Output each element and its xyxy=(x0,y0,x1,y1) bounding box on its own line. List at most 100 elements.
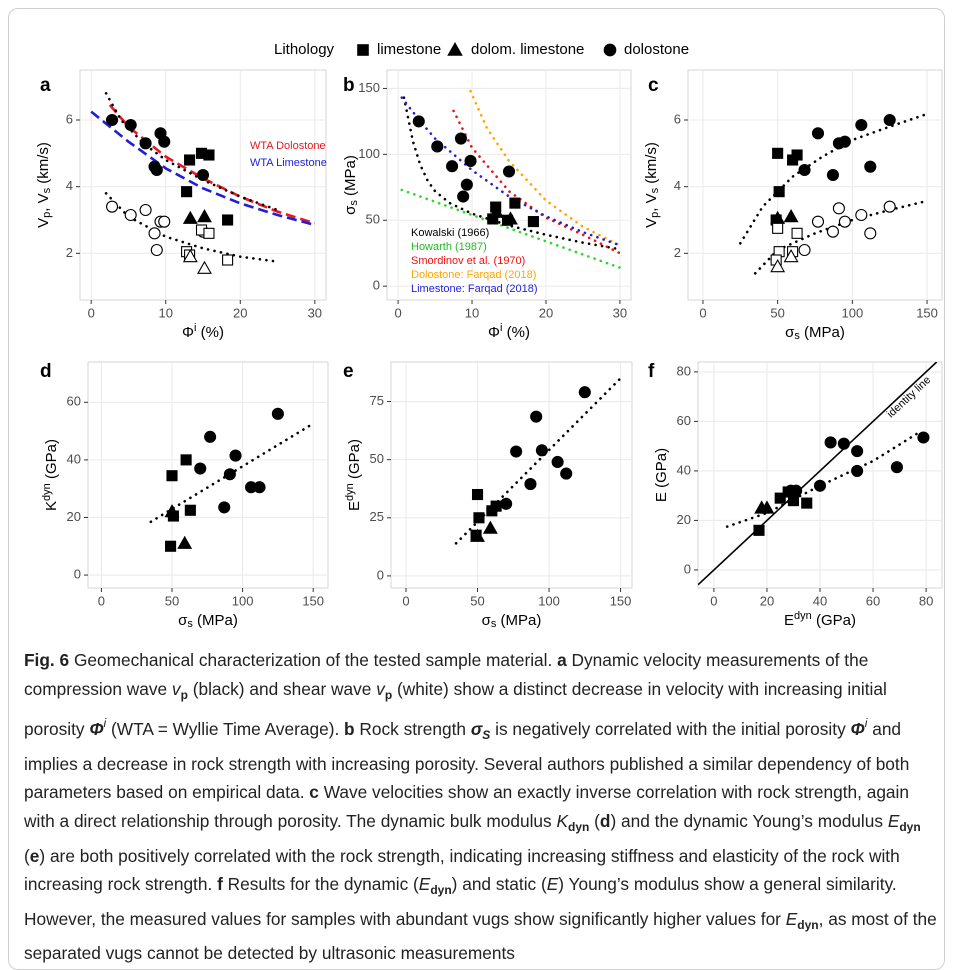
circle-marker xyxy=(139,137,152,150)
y-tick-label: 0 xyxy=(74,566,81,581)
axis-label-part: , V xyxy=(35,193,52,211)
caption-text: ) and the dynamic Young’s modulus xyxy=(610,810,888,831)
panel-letter: a xyxy=(40,75,51,96)
plot-panel xyxy=(87,361,329,589)
square-marker xyxy=(473,512,485,524)
x-tick-label: 20 xyxy=(760,593,774,608)
axis-label-part: i xyxy=(194,322,196,334)
y-tick-label: 40 xyxy=(677,462,691,477)
figure: Lithology limestone dolom. limestone dolos… xyxy=(35,41,943,630)
circle-marker xyxy=(204,430,217,443)
curve xyxy=(469,89,622,247)
triangle-marker xyxy=(177,535,193,549)
caption-text: and implies a decrease in rock strength … xyxy=(24,719,910,803)
y-axis-label: E (GPa) xyxy=(653,448,670,502)
caption-text: dyn xyxy=(899,819,921,834)
axis-label-part: E xyxy=(346,501,363,511)
axis-label-part: σ xyxy=(342,205,359,215)
circle-marker xyxy=(832,202,845,215)
x-tick-label: 0 xyxy=(394,305,401,320)
panel-letter: e xyxy=(343,361,354,382)
caption-text: p xyxy=(384,687,393,702)
circle-marker xyxy=(811,215,825,228)
caption-text: Fig. 6 xyxy=(24,650,70,670)
circle-marker xyxy=(838,215,851,228)
annotation: Dolostone: Farqad (2018) xyxy=(411,269,536,281)
axis-label-part: p xyxy=(41,212,53,218)
axis-label-part: (%) xyxy=(502,324,530,341)
triangle-marker xyxy=(503,211,518,225)
caption-text: S xyxy=(482,728,491,743)
circle-marker xyxy=(502,165,516,178)
x-tick-label: 10 xyxy=(158,305,172,320)
square-marker xyxy=(181,186,193,198)
circle-marker xyxy=(811,127,825,140)
annotation: Limestone: Farqad (2018) xyxy=(411,283,538,295)
axis-label-part: s xyxy=(41,187,53,193)
triangle-marker xyxy=(182,249,198,263)
circle-marker xyxy=(826,225,839,238)
circle-marker xyxy=(431,140,444,153)
x-tick-label: 100 xyxy=(842,305,864,320)
x-tick-label: 100 xyxy=(232,593,254,608)
caption-text: (white) show a distinct decrease in velo… xyxy=(24,678,887,740)
square-marker xyxy=(490,500,502,512)
caption-text: E xyxy=(418,874,431,895)
circle-marker xyxy=(194,462,207,475)
legend-marker xyxy=(447,42,463,56)
axis-label-part: (GPa) xyxy=(812,612,856,629)
circle-marker xyxy=(446,160,459,173)
y-tick-label: 4 xyxy=(674,178,681,193)
circle-marker xyxy=(864,160,877,173)
axis-label-part: E xyxy=(784,612,794,629)
legend-title: Lithology xyxy=(274,41,335,58)
curve xyxy=(452,109,622,255)
circle-marker xyxy=(524,478,537,491)
circle-marker xyxy=(883,200,896,213)
axis-label-part: s xyxy=(649,187,661,193)
x-tick-label: 150 xyxy=(610,593,632,608)
caption-text: dyn xyxy=(430,883,452,898)
caption-text: f xyxy=(217,874,223,895)
circle-marker xyxy=(223,468,236,481)
y-axis-label: Vp, Vs (km/s) xyxy=(643,142,661,228)
circle-marker xyxy=(460,178,473,191)
plot-panel xyxy=(386,69,632,301)
x-tick-label: 0 xyxy=(699,305,706,320)
square-marker xyxy=(509,197,521,209)
x-tick-label: 30 xyxy=(613,305,627,320)
y-axis-label: Kdyn (GPa) xyxy=(41,439,60,511)
legend-marker xyxy=(603,43,617,57)
triangle-marker xyxy=(488,204,504,218)
axis-label-part: (MPa) xyxy=(800,324,845,341)
caption-text: i xyxy=(103,716,107,731)
caption-text: ) are both positively correlated with th… xyxy=(24,845,900,895)
x-tick-label: 100 xyxy=(538,593,560,608)
circle-marker xyxy=(148,227,161,240)
caption-text: E xyxy=(887,810,900,831)
axis-label-part: (MPa) xyxy=(496,612,541,629)
square-marker xyxy=(203,149,215,161)
triangle-marker xyxy=(197,209,212,223)
axis-label-part: Φ xyxy=(488,324,500,341)
x-tick-label: 0 xyxy=(402,593,409,608)
axis-label-part: s xyxy=(794,330,800,342)
y-tick-label: 50 xyxy=(366,212,380,227)
y-tick-label: 6 xyxy=(66,111,73,126)
y-tick-label: 0 xyxy=(684,561,691,576)
axis-label-part: s xyxy=(491,618,497,630)
circle-marker xyxy=(826,168,839,182)
circle-marker xyxy=(106,200,119,213)
axis-label-part: Φ xyxy=(182,324,194,341)
axis-label-part: (GPa) xyxy=(43,439,60,483)
plot-panel xyxy=(687,69,943,301)
axis-label-part: (km/s) xyxy=(643,142,660,188)
legend-label: dolom. limestone xyxy=(471,41,584,58)
x-tick-label: 50 xyxy=(470,593,484,608)
circle-marker xyxy=(150,163,163,177)
legend-label: limestone xyxy=(377,41,441,58)
square-marker xyxy=(180,454,192,466)
square-marker xyxy=(203,227,215,239)
circle-marker xyxy=(855,208,868,222)
plot-panel xyxy=(390,361,633,589)
